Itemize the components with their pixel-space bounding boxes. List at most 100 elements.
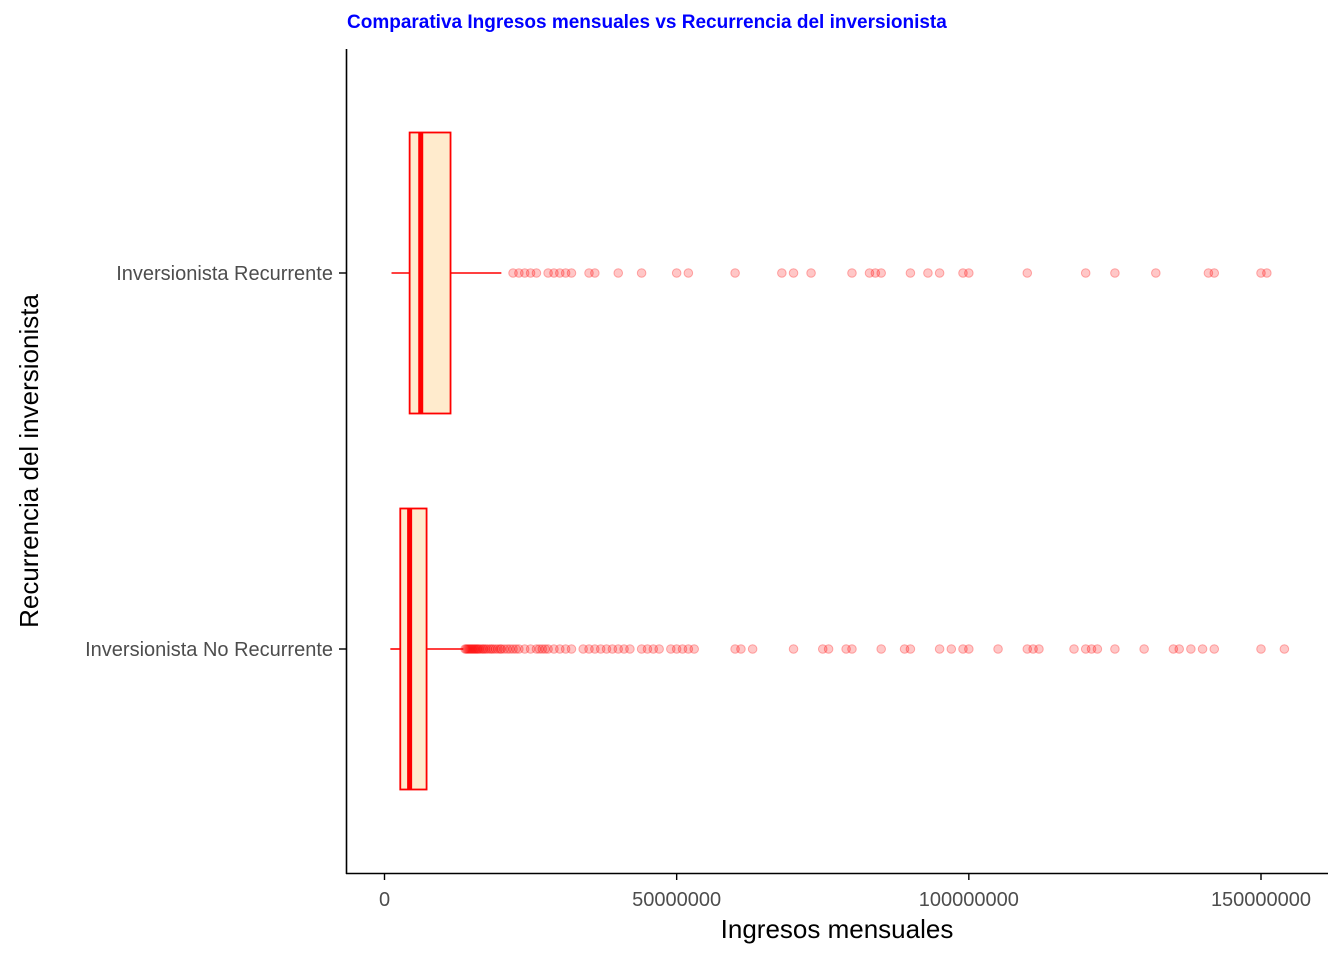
outlier-point — [590, 268, 600, 278]
outlier-point — [473, 644, 483, 654]
outlier-point — [1022, 268, 1033, 278]
outlier-point — [508, 268, 518, 278]
box-iqr — [399, 507, 428, 791]
outlier-point — [946, 644, 957, 654]
outlier-point — [514, 268, 524, 278]
outlier-point — [474, 644, 484, 654]
outlier-point — [1174, 644, 1184, 654]
outlier-point — [636, 268, 647, 278]
outlier-point — [905, 268, 916, 278]
outlier-point — [469, 644, 480, 654]
outlier-point — [1256, 644, 1266, 654]
outlier-point — [462, 644, 473, 654]
outlier-point — [486, 644, 497, 654]
box-iqr — [408, 131, 452, 415]
outlier-point — [1209, 644, 1220, 654]
outlier-point — [1022, 644, 1033, 654]
outlier-point — [490, 644, 501, 654]
outlier-point — [730, 268, 740, 278]
outlier-point — [468, 644, 479, 654]
outlier-point — [677, 644, 688, 654]
x-axis-title: Ingresos mensuales — [721, 914, 954, 944]
outlier-point — [460, 644, 470, 654]
outlier-point — [537, 644, 548, 654]
outlier-point — [1110, 644, 1120, 654]
outlier-point — [1262, 268, 1272, 278]
x-axis-ticks: 0 50000000 100000000 150000000 — [379, 873, 1311, 911]
outlier-point — [958, 268, 968, 278]
outlier-point — [595, 644, 606, 654]
boxes-layer — [390, 131, 502, 791]
outlier-point — [543, 268, 553, 278]
outlier-point — [847, 268, 857, 278]
outlier-point — [683, 644, 694, 654]
outlier-point — [540, 644, 550, 654]
outlier-point — [566, 268, 577, 278]
outlier-point — [505, 644, 515, 654]
outlier-point — [905, 644, 916, 654]
outlier-point — [467, 644, 477, 654]
outlier-point — [777, 268, 787, 278]
outlier-point — [747, 644, 758, 654]
y-axis-title: Recurrencia del inversionista — [14, 294, 44, 628]
outlier-point — [1069, 644, 1079, 654]
outlier-point — [1086, 644, 1097, 654]
outlier-point — [476, 644, 486, 654]
outlier-point — [934, 268, 945, 278]
outlier-point — [525, 644, 536, 654]
outlier-point — [1028, 644, 1038, 654]
outlier-point — [566, 644, 577, 654]
outlier-point — [531, 268, 542, 278]
y-axis-ticks: Inversionista No Recurrente Inversionista… — [85, 263, 346, 661]
outlier-point — [496, 644, 507, 654]
outlier-point — [1203, 268, 1214, 278]
outlier-point — [613, 644, 624, 654]
y-tick-label: Inversionista Recurrente — [116, 263, 333, 285]
outlier-point — [555, 644, 565, 654]
outlier-point — [958, 644, 968, 654]
outlier-point — [1110, 268, 1120, 278]
outlier-point — [519, 268, 530, 278]
outlier-point — [613, 268, 624, 278]
outlier-point — [463, 644, 474, 654]
outlier-point — [1139, 644, 1149, 654]
outlier-point — [480, 644, 491, 654]
outlier-point — [479, 644, 489, 654]
x-tick-label: 50000000 — [632, 889, 721, 911]
outlier-point — [689, 644, 699, 654]
outlier-point — [993, 644, 1003, 654]
outlier-point — [578, 644, 588, 654]
outlier-point — [499, 644, 510, 654]
outlier-point — [671, 268, 682, 278]
outlier-point — [1279, 644, 1290, 654]
outlier-point — [923, 268, 933, 278]
outlier-point — [1209, 268, 1220, 278]
outlier-point — [543, 644, 553, 654]
outlier-point — [511, 644, 521, 654]
outlier-point — [560, 268, 571, 278]
outlier-point — [1256, 268, 1266, 278]
outlier-point — [636, 644, 647, 654]
outlier-point — [934, 644, 945, 654]
outlier-point — [964, 644, 974, 654]
outlier-point — [502, 644, 513, 654]
outlier-point — [560, 644, 571, 654]
outlier-point — [1092, 644, 1103, 654]
outlier-point — [493, 644, 503, 654]
x-tick-label: 0 — [379, 889, 390, 911]
outlier-point — [549, 644, 559, 654]
outlier-point — [642, 644, 653, 654]
chart-title: Comparativa Ingresos mensuales vs Recurr… — [347, 12, 947, 33]
outlier-point — [654, 644, 664, 654]
outlier-point — [817, 644, 828, 654]
outlier-point — [671, 644, 682, 654]
outlier-point — [488, 644, 498, 654]
outlier-point — [876, 644, 886, 654]
outliers-layer — [460, 268, 1290, 654]
x-tick-label: 150000000 — [1211, 889, 1311, 911]
outlier-point — [477, 644, 488, 654]
outlier-point — [841, 644, 851, 654]
outlier-point — [823, 644, 834, 654]
outlier-point — [534, 644, 545, 654]
outlier-point — [847, 644, 857, 654]
